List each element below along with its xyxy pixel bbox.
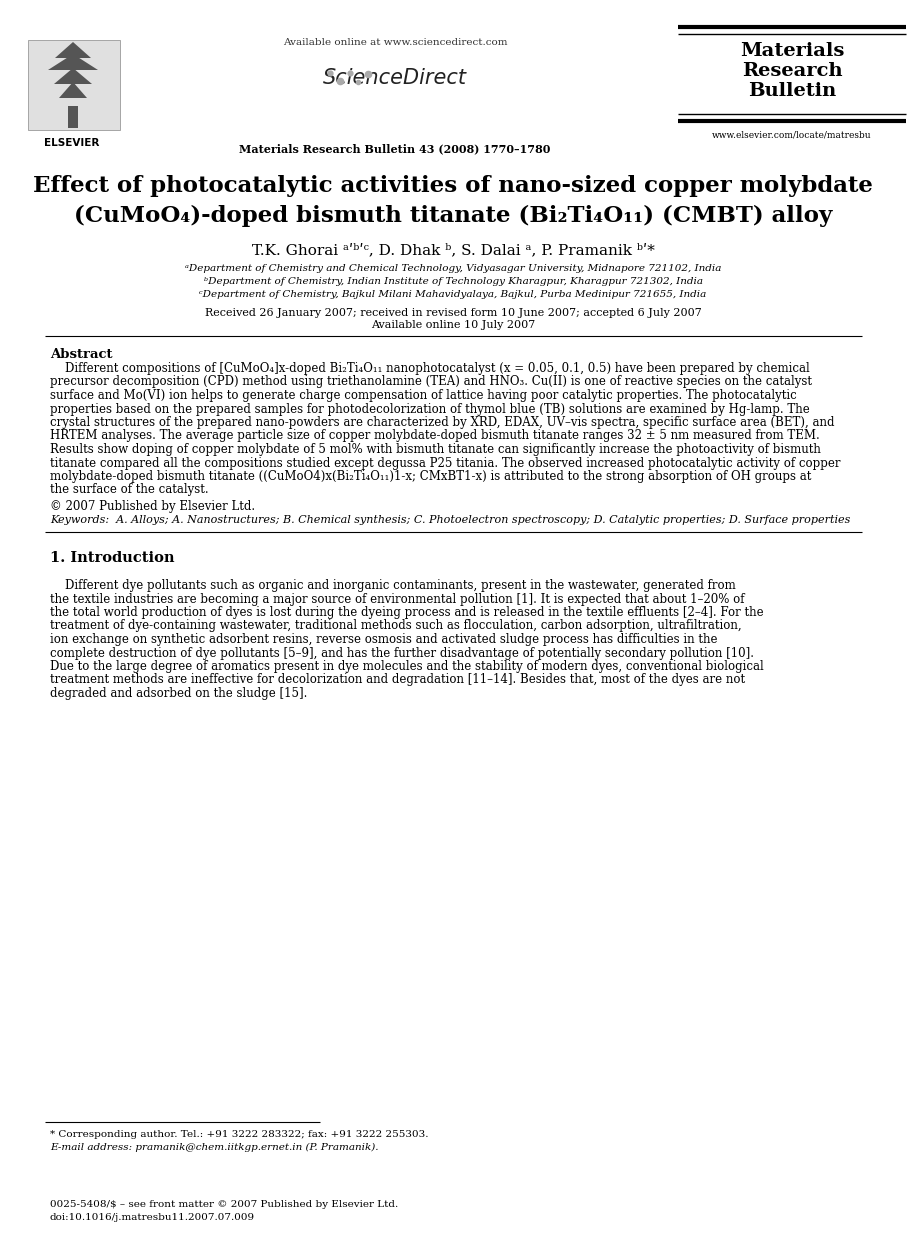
Text: treatment methods are ineffective for decolorization and degradation [11–14]. Be: treatment methods are ineffective for de… [50,673,746,687]
Polygon shape [48,54,98,71]
Text: ion exchange on synthetic adsorbent resins, reverse osmosis and activated sludge: ion exchange on synthetic adsorbent resi… [50,633,717,646]
Text: www.elsevier.com/locate/matresbu: www.elsevier.com/locate/matresbu [712,130,872,139]
Text: surface and Mo(VI) ion helps to generate charge compensation of lattice having p: surface and Mo(VI) ion helps to generate… [50,389,796,402]
Text: 1. Introduction: 1. Introduction [50,551,174,565]
Bar [28,40,120,130]
Text: Different dye pollutants such as organic and inorganic contaminants, present in : Different dye pollutants such as organic… [50,579,736,592]
Text: Results show doping of copper molybdate of 5 mol% with bismuth titanate can sign: Results show doping of copper molybdate … [50,443,821,456]
Text: ScienceDirect: ScienceDirect [323,68,467,88]
Text: Available online 10 July 2007: Available online 10 July 2007 [371,319,535,331]
Text: properties based on the prepared samples for photodecolorization of thymol blue : properties based on the prepared samples… [50,402,810,416]
Polygon shape [54,68,92,84]
Text: Bulletin: Bulletin [748,82,836,100]
Text: Received 26 January 2007; received in revised form 10 June 2007; accepted 6 July: Received 26 January 2007; received in re… [205,308,701,318]
Text: © 2007 Published by Elsevier Ltd.: © 2007 Published by Elsevier Ltd. [50,500,255,513]
Text: HRTEM analyses. The average particle size of copper molybdate-doped bismuth tita: HRTEM analyses. The average particle siz… [50,430,820,442]
Text: T.K. Ghorai ᵃʹᵇʹᶜ, D. Dhak ᵇ, S. Dalai ᵃ, P. Pramanik ᵇʹ*: T.K. Ghorai ᵃʹᵇʹᶜ, D. Dhak ᵇ, S. Dalai ᵃ… [251,243,655,258]
Text: Materials Research Bulletin 43 (2008) 1770–1780: Materials Research Bulletin 43 (2008) 17… [239,144,551,154]
Text: Due to the large degree of aromatics present in dye molecules and the stability : Due to the large degree of aromatics pre… [50,660,764,673]
Text: doi:10.1016/j.matresbu11.2007.07.009: doi:10.1016/j.matresbu11.2007.07.009 [50,1213,255,1222]
Text: the surface of the catalyst.: the surface of the catalyst. [50,484,209,496]
Text: E-mail address: pramanik@chem.iitkgp.ernet.in (P. Pramanik).: E-mail address: pramanik@chem.iitkgp.ern… [50,1143,378,1153]
Text: Abstract: Abstract [50,348,112,361]
Text: (CuMoO₄)-doped bismuth titanate (Bi₂Ti₄O₁₁) (CMBT) alloy: (CuMoO₄)-doped bismuth titanate (Bi₂Ti₄O… [73,206,833,227]
Text: 0025-5408/$ – see front matter © 2007 Published by Elsevier Ltd.: 0025-5408/$ – see front matter © 2007 Pu… [50,1200,398,1210]
Text: ᶜDepartment of Chemistry, Bajkul Milani Mahavidyalaya, Bajkul, Purba Medinipur 7: ᶜDepartment of Chemistry, Bajkul Milani … [200,290,707,300]
Text: ELSEVIER: ELSEVIER [44,137,100,149]
Text: Effect of photocatalytic activities of nano-sized copper molybdate: Effect of photocatalytic activities of n… [33,175,873,197]
Text: molybdate-doped bismuth titanate ((CuMoO4)x(Bi₂Ti₄O₁₁)1-x; CMxBT1-x) is attribut: molybdate-doped bismuth titanate ((CuMoO… [50,470,812,483]
Text: complete destruction of dye pollutants [5–9], and has the further disadvantage o: complete destruction of dye pollutants [… [50,646,754,660]
Text: * Corresponding author. Tel.: +91 3222 283322; fax: +91 3222 255303.: * Corresponding author. Tel.: +91 3222 2… [50,1130,428,1139]
Polygon shape [55,42,91,58]
Text: titanate compared all the compositions studied except degussa P25 titania. The o: titanate compared all the compositions s… [50,457,841,469]
Text: treatment of dye-containing wastewater, traditional methods such as flocculation: treatment of dye-containing wastewater, … [50,619,742,633]
Text: the total world production of dyes is lost during the dyeing process and is rele: the total world production of dyes is lo… [50,605,764,619]
Polygon shape [59,82,87,98]
Text: the textile industries are becoming a major source of environmental pollution [1: the textile industries are becoming a ma… [50,593,745,605]
Text: ᵇDepartment of Chemistry, Indian Institute of Technology Kharagpur, Kharagpur 72: ᵇDepartment of Chemistry, Indian Institu… [203,277,703,286]
Text: ᵃDepartment of Chemistry and Chemical Technology, Vidyasagar University, Midnapo: ᵃDepartment of Chemistry and Chemical Te… [185,264,721,274]
Bar [68,106,78,128]
Text: degraded and adsorbed on the sludge [15].: degraded and adsorbed on the sludge [15]… [50,687,307,699]
Text: crystal structures of the prepared nano-powders are characterized by XRD, EDAX, : crystal structures of the prepared nano-… [50,416,834,430]
Text: Available online at www.sciencedirect.com: Available online at www.sciencedirect.co… [283,38,507,47]
Text: Different compositions of [CuMoO₄]x-doped Bi₂Ti₄O₁₁ nanophotocatalyst (x = 0.05,: Different compositions of [CuMoO₄]x-dope… [50,361,810,375]
Text: Keywords:  A. Alloys; A. Nanostructures; B. Chemical synthesis; C. Photoelectron: Keywords: A. Alloys; A. Nanostructures; … [50,515,851,525]
Text: precursor decomposition (CPD) method using triethanolamine (TEA) and HNO₃. Cu(II: precursor decomposition (CPD) method usi… [50,375,812,389]
Text: Materials: Materials [740,42,844,59]
Text: Research: Research [742,62,843,80]
